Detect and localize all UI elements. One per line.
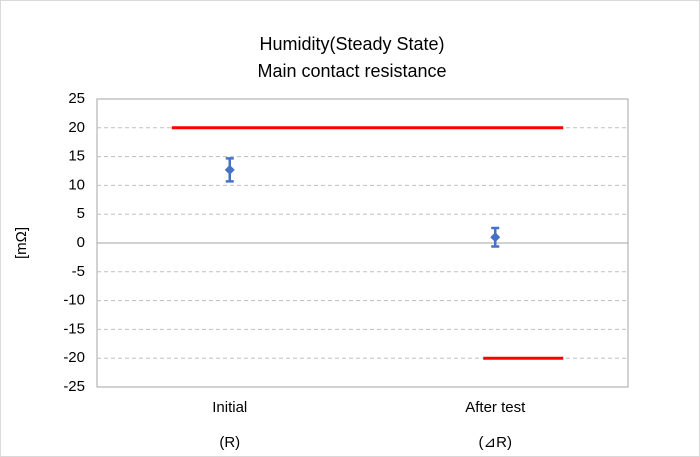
x-tick-label: (⊿R) [479, 434, 512, 451]
x-tick-label: (R) [219, 434, 240, 451]
data-point [490, 232, 501, 243]
y-axis-label: [mΩ] [13, 227, 30, 259]
y-tick-label: 20 [68, 119, 85, 136]
chart-title: Humidity(Steady State) [259, 34, 444, 54]
y-tick-label: 25 [68, 90, 85, 107]
chart-subtitle: Main contact resistance [257, 61, 446, 81]
x-tick-label: After test [465, 399, 526, 416]
y-tick-label: -10 [63, 292, 85, 309]
y-tick-label: -15 [63, 320, 85, 337]
y-tick-label: 0 [77, 234, 85, 251]
x-tick-label: Initial [212, 399, 247, 416]
y-tick-label: -20 [63, 349, 85, 366]
y-tick-label: 15 [68, 148, 85, 165]
data-point [224, 164, 235, 175]
y-tick-label: -25 [63, 378, 85, 395]
y-tick-label: 10 [68, 176, 85, 193]
y-tick-label: -5 [72, 263, 85, 280]
y-tick-label: 5 [77, 205, 85, 222]
